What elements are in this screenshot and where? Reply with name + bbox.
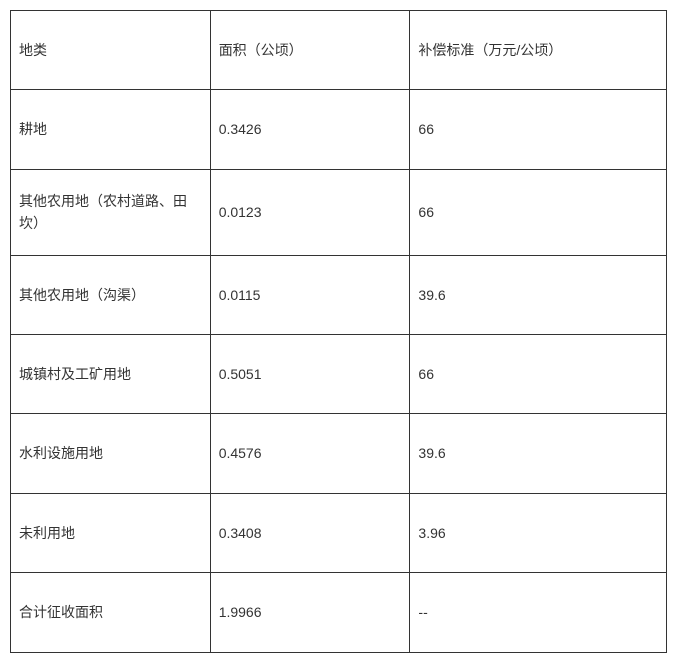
table-header-row: 地类 面积（公顷） 补偿标准（万元/公顷） (11, 11, 667, 90)
table-row: 耕地 0.3426 66 (11, 90, 667, 169)
cell-land-type: 未利用地 (11, 493, 211, 572)
cell-area: 0.0115 (210, 255, 410, 334)
cell-land-type: 耕地 (11, 90, 211, 169)
table-row: 其他农用地（农村道路、田坎） 0.0123 66 (11, 169, 667, 255)
cell-land-type: 合计征收面积 (11, 573, 211, 652)
cell-compensation: 66 (410, 334, 667, 413)
cell-area: 0.3408 (210, 493, 410, 572)
table-row: 其他农用地（沟渠） 0.0115 39.6 (11, 255, 667, 334)
header-area: 面积（公顷） (210, 11, 410, 90)
header-land-type: 地类 (11, 11, 211, 90)
table-total-row: 合计征收面积 1.9966 -- (11, 573, 667, 652)
table-row: 水利设施用地 0.4576 39.6 (11, 414, 667, 493)
cell-compensation: 39.6 (410, 414, 667, 493)
cell-compensation: -- (410, 573, 667, 652)
cell-land-type: 其他农用地（沟渠） (11, 255, 211, 334)
cell-land-type: 其他农用地（农村道路、田坎） (11, 169, 211, 255)
land-compensation-table: 地类 面积（公顷） 补偿标准（万元/公顷） 耕地 0.3426 66 其他农用地… (10, 10, 667, 653)
header-compensation: 补偿标准（万元/公顷） (410, 11, 667, 90)
cell-area: 0.3426 (210, 90, 410, 169)
table-row: 未利用地 0.3408 3.96 (11, 493, 667, 572)
cell-area: 1.9966 (210, 573, 410, 652)
cell-compensation: 39.6 (410, 255, 667, 334)
cell-land-type: 水利设施用地 (11, 414, 211, 493)
cell-compensation: 3.96 (410, 493, 667, 572)
table-row: 城镇村及工矿用地 0.5051 66 (11, 334, 667, 413)
cell-area: 0.4576 (210, 414, 410, 493)
cell-area: 0.0123 (210, 169, 410, 255)
cell-compensation: 66 (410, 169, 667, 255)
cell-area: 0.5051 (210, 334, 410, 413)
cell-compensation: 66 (410, 90, 667, 169)
cell-land-type: 城镇村及工矿用地 (11, 334, 211, 413)
